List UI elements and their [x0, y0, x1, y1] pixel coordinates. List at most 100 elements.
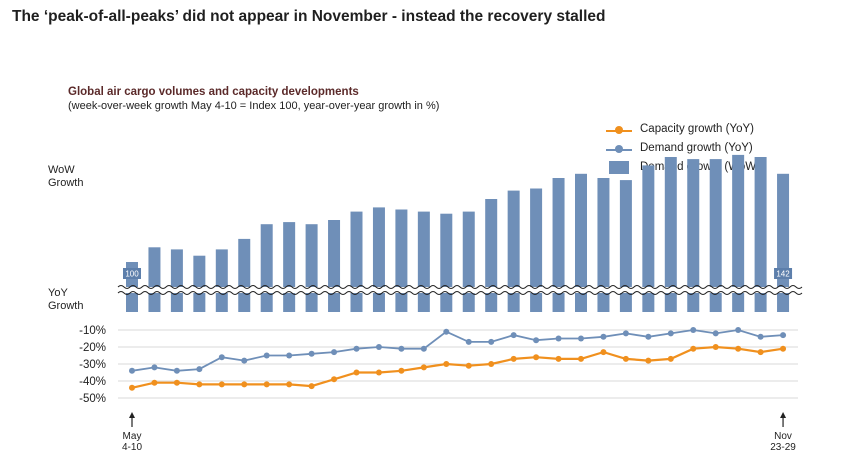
wow-bar	[372, 207, 385, 312]
wow-bar	[687, 159, 700, 312]
capacity-yoy-point	[465, 362, 472, 369]
legend-swatch-demand-dot	[615, 145, 623, 153]
capacity-yoy-point	[196, 381, 203, 388]
wow-bar	[283, 222, 296, 312]
capacity-yoy-point	[443, 361, 450, 367]
capacity-yoy-point	[241, 381, 248, 388]
capacity-yoy-point	[533, 354, 540, 361]
legend-swatch-capacity-dot	[615, 126, 623, 134]
demand-yoy-point	[712, 330, 719, 337]
wow-bar	[238, 238, 251, 312]
demand-yoy-point	[218, 354, 225, 361]
wow-bar	[507, 190, 520, 312]
capacity-yoy-point	[129, 384, 135, 391]
yoy-tick-label: -20%	[79, 342, 106, 354]
axis-break-gap	[118, 287, 798, 293]
demand-yoy-point	[645, 333, 652, 340]
demand-yoy-point	[331, 349, 338, 356]
axis-break-line-upper	[117, 285, 803, 289]
headline: The ‘peak-of-all-peaks’ did not appear i…	[12, 8, 606, 25]
demand-yoy-point	[488, 338, 495, 345]
capacity-yoy-point	[622, 355, 629, 362]
demand-yoy-point	[375, 344, 382, 350]
demand-yoy-point	[129, 367, 135, 374]
capacity-yoy-point	[218, 381, 225, 388]
demand-yoy-point	[757, 333, 764, 340]
demand-yoy-point	[578, 335, 584, 342]
yoy-tick-label: -30%	[79, 359, 106, 371]
bar-label-bg	[774, 268, 793, 279]
wow-bar	[597, 178, 610, 312]
chart-subtitle: (week-over-week growth May 4-10 = Index …	[68, 100, 440, 112]
wow-bar	[709, 159, 722, 312]
legend-label-demand-yoy: Demand growth (YoY)	[640, 142, 753, 154]
wow-bar	[260, 224, 273, 312]
capacity-yoy-point	[263, 381, 270, 388]
yoy-lines	[129, 327, 787, 391]
start-date-label: 4-10	[122, 442, 142, 453]
capacity-yoy-point	[331, 376, 338, 383]
wow-bar	[619, 180, 632, 312]
demand-yoy-point	[398, 345, 405, 352]
wow-bar	[485, 199, 498, 312]
wow-bar	[552, 178, 565, 312]
bar-label-bg	[123, 268, 141, 279]
capacity-yoy-point	[712, 344, 719, 350]
capacity-yoy-point	[757, 349, 764, 356]
legend-swatch-demand-bar	[609, 161, 629, 174]
wow-bar	[754, 157, 767, 312]
wow-bar	[462, 211, 475, 312]
demand-yoy-point	[443, 328, 450, 335]
wow-bar	[395, 209, 408, 312]
capacity-yoy-point	[151, 379, 158, 386]
capacity-yoy-point	[735, 345, 742, 352]
capacity-yoy-point	[690, 345, 697, 352]
capacity-yoy-line	[131, 345, 784, 389]
yoy-tick-label: -50%	[79, 393, 106, 405]
capacity-yoy-point	[353, 369, 360, 376]
yoy-tick-label: -40%	[79, 376, 106, 388]
capacity-yoy-point	[488, 361, 495, 367]
wow-bar	[193, 255, 206, 312]
capacity-yoy-point	[667, 355, 674, 362]
end-date-label: Nov	[774, 431, 792, 442]
capacity-yoy-point	[375, 369, 382, 376]
start-date-arrow-head	[129, 412, 135, 418]
wow-bar	[440, 213, 453, 312]
bar-data-label: 142	[776, 270, 790, 279]
wow-bar	[305, 224, 318, 312]
capacity-yoy-point	[555, 355, 562, 362]
end-date-label: 23-29	[770, 442, 796, 453]
demand-yoy-point	[196, 366, 203, 373]
axis-break-line-lower	[117, 291, 803, 295]
yoy-axis-title: YoY Growth	[48, 287, 84, 312]
wow-bar	[215, 249, 228, 312]
axis-break	[117, 285, 803, 295]
capacity-yoy-point	[420, 364, 427, 371]
capacity-yoy-point	[308, 383, 315, 390]
demand-yoy-point	[173, 367, 180, 374]
bar-data-label: 100	[125, 270, 139, 279]
wow-bar	[642, 165, 655, 312]
wow-bar	[530, 188, 543, 312]
demand-yoy-point	[533, 337, 540, 344]
yoy-tick-label: -10%	[79, 325, 106, 337]
capacity-yoy-point	[600, 349, 607, 356]
demand-yoy-point	[151, 364, 158, 371]
wow-axis-title: WoW Growth	[48, 164, 84, 189]
wow-bar	[170, 249, 183, 312]
wow-bar	[575, 173, 587, 312]
demand-yoy-point	[353, 345, 360, 352]
chart-title: Global air cargo volumes and capacity de…	[68, 86, 359, 98]
wow-bar	[732, 154, 745, 312]
demand-yoy-point	[780, 332, 787, 339]
demand-yoy-point	[308, 350, 315, 357]
demand-yoy-point	[241, 357, 248, 364]
capacity-yoy-point	[286, 381, 293, 388]
demand-yoy-point	[690, 327, 697, 333]
wow-bar	[350, 211, 363, 312]
demand-yoy-point	[600, 333, 607, 340]
wow-bar	[664, 157, 677, 312]
